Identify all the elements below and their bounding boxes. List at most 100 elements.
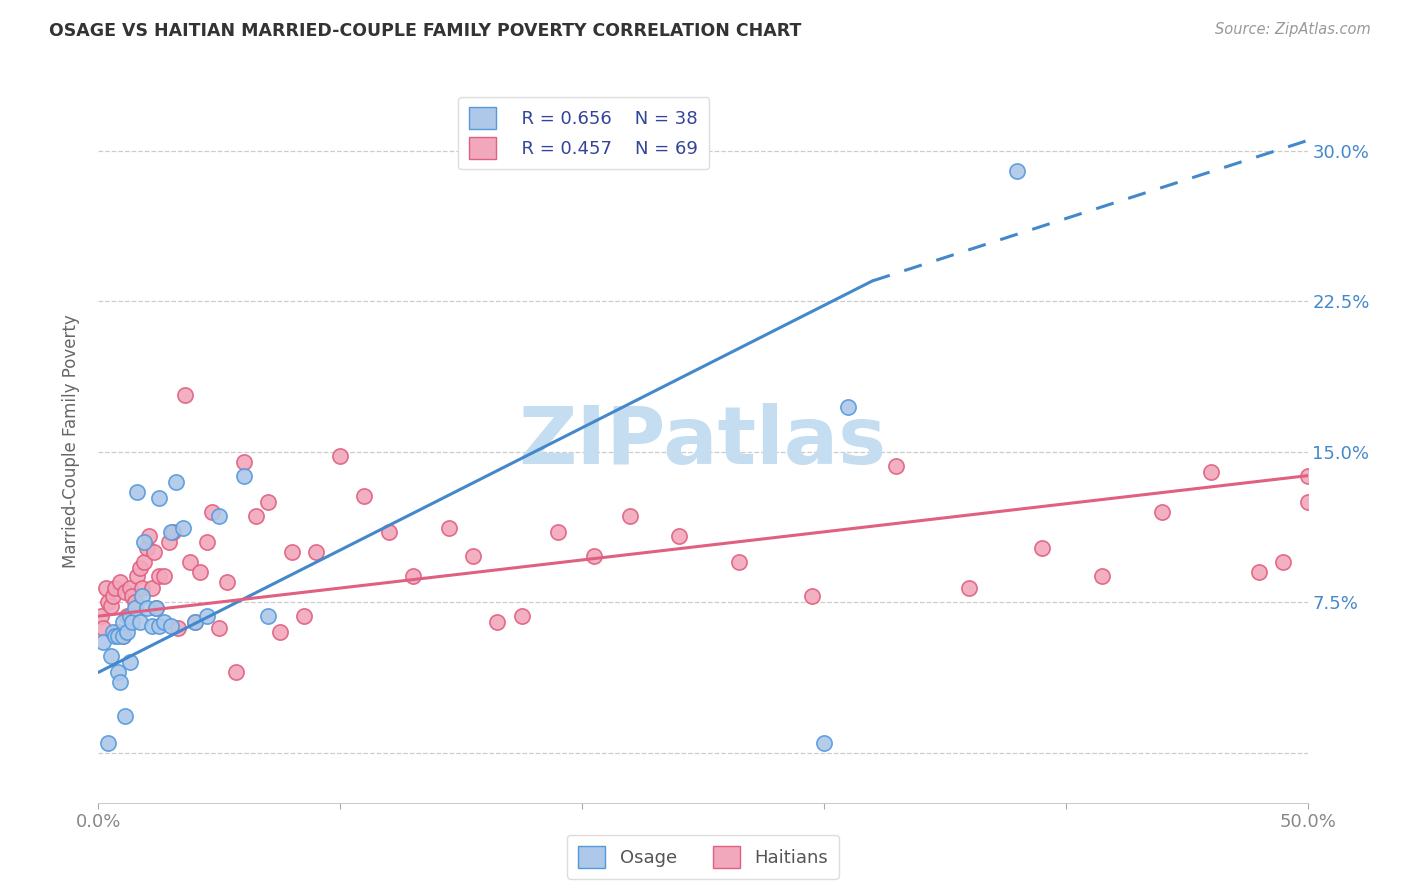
Point xyxy=(353,489,375,503)
Point xyxy=(104,629,127,643)
Point xyxy=(91,621,114,635)
Point xyxy=(232,455,254,469)
Point xyxy=(128,561,150,575)
Point xyxy=(195,535,218,549)
Point xyxy=(292,609,315,624)
Point xyxy=(131,581,153,595)
Point xyxy=(728,555,751,569)
Text: ZIPatlas: ZIPatlas xyxy=(519,402,887,481)
Point xyxy=(172,521,194,535)
Point xyxy=(135,601,157,615)
Point xyxy=(886,458,908,473)
Point xyxy=(148,491,170,505)
Point xyxy=(141,619,163,633)
Point xyxy=(201,505,224,519)
Point xyxy=(800,589,823,603)
Point xyxy=(107,625,129,640)
Point xyxy=(329,449,352,463)
Point xyxy=(127,569,149,583)
Point xyxy=(114,709,136,723)
Point xyxy=(195,609,218,624)
Point xyxy=(117,609,139,624)
Point xyxy=(160,524,183,539)
Point xyxy=(256,494,278,508)
Point xyxy=(135,541,157,555)
Point xyxy=(188,565,211,579)
Point xyxy=(160,619,183,633)
Point xyxy=(108,575,131,590)
Point xyxy=(281,545,304,559)
Point xyxy=(269,625,291,640)
Point xyxy=(107,629,129,643)
Point xyxy=(118,655,141,669)
Point xyxy=(107,665,129,680)
Point xyxy=(1249,565,1271,579)
Point xyxy=(1296,494,1319,508)
Point xyxy=(1007,163,1029,178)
Point xyxy=(94,581,117,595)
Point xyxy=(305,545,328,559)
Point xyxy=(143,545,166,559)
Point xyxy=(111,615,134,630)
Point xyxy=(138,529,160,543)
Point xyxy=(510,609,533,624)
Point xyxy=(131,589,153,603)
Point xyxy=(208,508,231,523)
Point xyxy=(1031,541,1053,555)
Point xyxy=(90,609,112,624)
Point xyxy=(108,675,131,690)
Point xyxy=(111,629,134,643)
Point xyxy=(813,735,835,749)
Point xyxy=(437,521,460,535)
Point xyxy=(208,621,231,635)
Point xyxy=(165,475,187,489)
Point xyxy=(134,535,156,549)
Point xyxy=(118,609,141,624)
Point xyxy=(121,615,143,630)
Point xyxy=(145,601,167,615)
Point xyxy=(97,595,120,609)
Point xyxy=(127,484,149,499)
Point xyxy=(162,524,184,539)
Point xyxy=(128,615,150,630)
Point xyxy=(245,508,267,523)
Point xyxy=(104,581,127,595)
Point xyxy=(402,569,425,583)
Point xyxy=(232,468,254,483)
Point xyxy=(148,619,170,633)
Point xyxy=(152,615,174,630)
Point xyxy=(377,524,399,539)
Point xyxy=(134,555,156,569)
Point xyxy=(256,609,278,624)
Point xyxy=(100,599,122,614)
Point xyxy=(145,601,167,615)
Point xyxy=(215,575,238,590)
Point xyxy=(167,621,190,635)
Point xyxy=(101,589,124,603)
Legend: Osage, Haitians: Osage, Haitians xyxy=(567,835,839,879)
Point xyxy=(124,595,146,609)
Point xyxy=(583,549,606,563)
Point xyxy=(152,569,174,583)
Point xyxy=(486,615,509,630)
Point xyxy=(547,524,569,539)
Point xyxy=(117,625,139,640)
Point xyxy=(225,665,247,680)
Point xyxy=(157,535,180,549)
Point xyxy=(1091,569,1114,583)
Point xyxy=(463,549,485,563)
Point xyxy=(668,529,690,543)
Point xyxy=(121,589,143,603)
Point xyxy=(1272,555,1295,569)
Point xyxy=(1296,468,1319,483)
Point xyxy=(141,581,163,595)
Point xyxy=(837,401,859,415)
Point xyxy=(619,508,641,523)
Point xyxy=(101,625,124,640)
Point xyxy=(124,601,146,615)
Text: OSAGE VS HAITIAN MARRIED-COUPLE FAMILY POVERTY CORRELATION CHART: OSAGE VS HAITIAN MARRIED-COUPLE FAMILY P… xyxy=(49,22,801,40)
Point xyxy=(957,581,980,595)
Point xyxy=(184,615,207,630)
Point xyxy=(148,569,170,583)
Text: Source: ZipAtlas.com: Source: ZipAtlas.com xyxy=(1215,22,1371,37)
